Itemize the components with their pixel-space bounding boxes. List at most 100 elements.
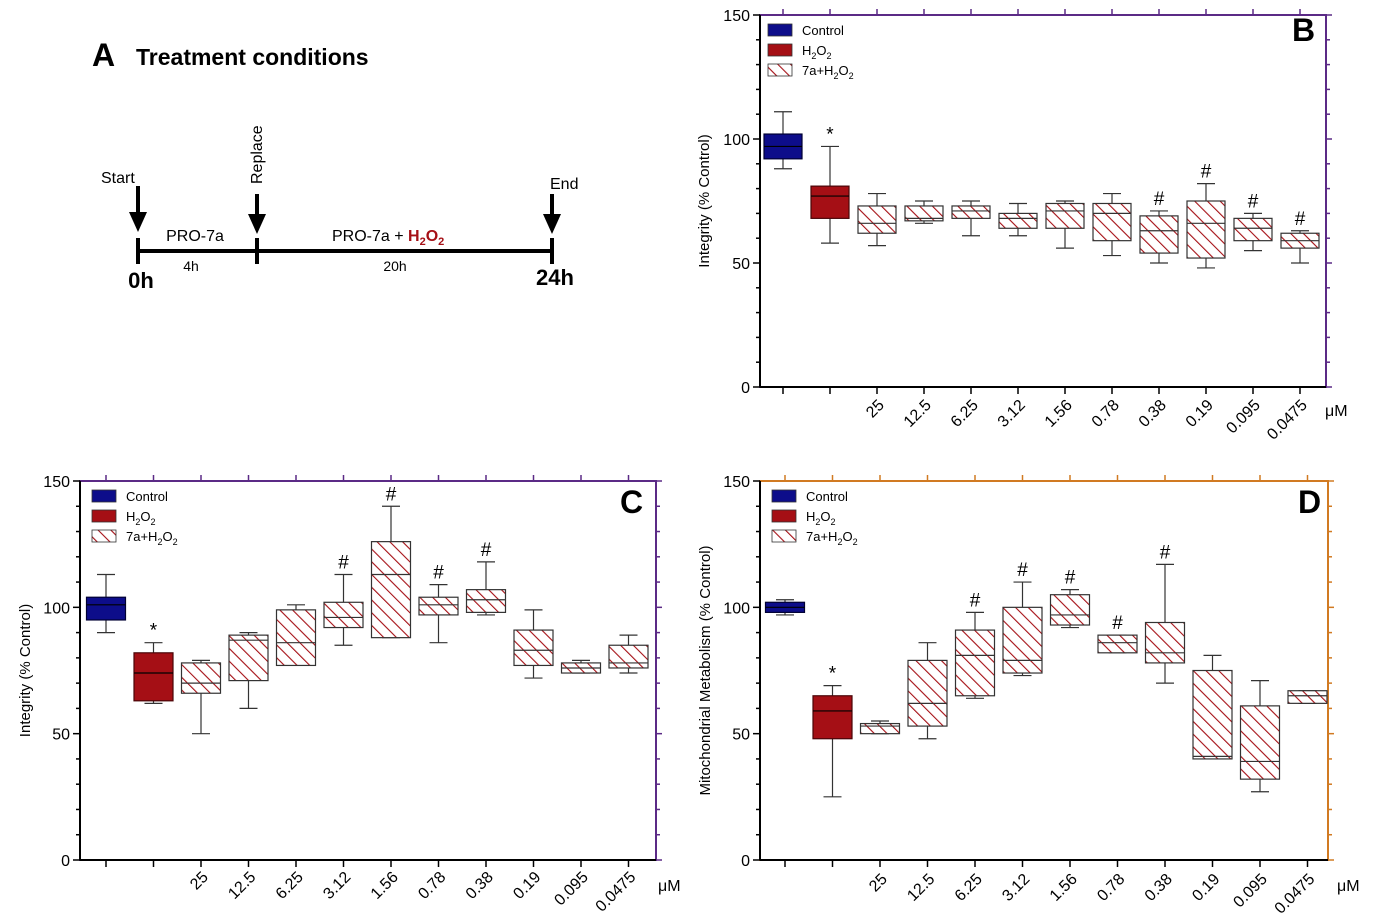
- legend-label: 7a+H2O2: [806, 529, 858, 547]
- x-tick-label: 1.56: [1047, 871, 1081, 905]
- significance-marker: *: [826, 124, 834, 145]
- box-body: [904, 205, 944, 222]
- box-3: 25: [180, 475, 222, 893]
- legend: Control H2O2 7a+H2O2: [91, 489, 178, 547]
- box-body: [133, 652, 174, 702]
- legend-swatch: [771, 529, 797, 543]
- x-unit-label: μM: [658, 878, 681, 895]
- legend-label: Control: [806, 489, 848, 504]
- legend-label: Control: [802, 23, 844, 38]
- x-unit-label: μM: [1325, 403, 1348, 420]
- y-tick-label: 50: [52, 727, 70, 744]
- chart-panel-b: 0 50 100 150 Integrity (% Control) B * 25 12.5 6.…: [696, 8, 1348, 443]
- x-tick-label: 3.12: [999, 871, 1033, 905]
- x-tick-label: 0.0475: [1264, 397, 1311, 444]
- x-unit-label: μM: [1337, 878, 1360, 895]
- box-body: [812, 695, 853, 740]
- box-body: [513, 629, 554, 667]
- legend-swatch: [767, 43, 793, 57]
- x-tick-label: 0.095: [551, 869, 591, 909]
- box-body: [1287, 690, 1328, 704]
- y-tick-label: 0: [741, 380, 750, 397]
- legend-label: 7a+H2O2: [126, 529, 178, 547]
- legend-swatch: [771, 509, 797, 523]
- box-body: [857, 205, 897, 234]
- legend-label: H2O2: [802, 43, 832, 61]
- box-body: [954, 629, 996, 697]
- box-body: [1002, 606, 1043, 674]
- x-tick-label: 25: [863, 397, 888, 422]
- legend-label: H2O2: [806, 509, 836, 527]
- y-tick-label: 150: [723, 474, 750, 491]
- legend-entry: H2O2: [767, 43, 832, 61]
- y-tick-label: 100: [723, 132, 750, 149]
- panel-letter: C: [620, 484, 643, 520]
- replace-label: Replace: [249, 125, 266, 184]
- legend-swatch: [767, 63, 793, 77]
- box-1: [85, 475, 127, 867]
- box-8: #0.78: [1094, 475, 1138, 905]
- significance-marker: #: [386, 484, 397, 505]
- legend-label: H2O2: [126, 509, 156, 527]
- legend-swatch: [767, 23, 793, 37]
- legend-swatch: [91, 489, 117, 503]
- x-tick-label: 0.38: [1136, 397, 1170, 431]
- box-10: #0.19: [1183, 9, 1226, 431]
- segment2-label: PRO-7a + H2O2: [332, 228, 444, 248]
- y-tick-label: 0: [741, 853, 750, 870]
- box-body: [323, 601, 364, 629]
- box-5: 6.25: [948, 9, 991, 431]
- segment1-duration: 4h: [183, 258, 199, 274]
- legend: Control H2O2 7a+H2O2: [771, 489, 858, 547]
- box-body: [951, 205, 991, 219]
- x-tick-label: 0.095: [1223, 397, 1263, 437]
- box-body: [810, 185, 850, 219]
- box-body: [1092, 202, 1132, 242]
- box-4: 12.5: [904, 475, 948, 905]
- legend: Control H2O2 7a+H2O2: [767, 23, 854, 81]
- x-tick-label: 0.19: [510, 869, 544, 903]
- y-tick-label: 150: [723, 8, 750, 25]
- box-body: [907, 659, 948, 727]
- x-tick-label: 0.38: [463, 869, 497, 903]
- x-tick-label: 6.25: [948, 397, 982, 431]
- significance-marker: *: [829, 664, 837, 685]
- significance-marker: #: [1160, 542, 1171, 563]
- y-axis-label: Integrity (% Control): [696, 134, 713, 267]
- significance-marker: #: [433, 563, 444, 584]
- box-body: [859, 722, 901, 735]
- legend-swatch: [91, 529, 117, 543]
- box-10: 0.19: [1189, 475, 1233, 905]
- box-10: 0.19: [510, 475, 554, 903]
- box-4: 12.5: [901, 9, 944, 431]
- box-body: [1144, 621, 1186, 664]
- x-tick-label: 3.12: [995, 397, 1029, 431]
- legend-swatch: [771, 489, 797, 503]
- x-tick-label: 25: [866, 871, 891, 896]
- box-11: #0.095: [1223, 9, 1273, 437]
- box-body: [1186, 200, 1226, 259]
- x-tick-label: 12.5: [225, 869, 259, 903]
- box-9: #0.38: [1142, 475, 1186, 905]
- x-tick-label: 0.095: [1230, 871, 1270, 911]
- x-tick-label: 0.0475: [593, 869, 640, 916]
- treatment-timeline: A Treatment conditions Start Replace End…: [92, 37, 578, 293]
- x-tick-label: 0.19: [1183, 397, 1217, 431]
- box-4: 12.5: [225, 475, 269, 903]
- box-3: 25: [859, 475, 901, 896]
- significance-marker: #: [338, 552, 349, 573]
- box-1: [764, 475, 806, 867]
- box-12: 0.0475: [593, 475, 649, 916]
- legend-swatch: [91, 509, 117, 523]
- box-body: [418, 596, 459, 616]
- box-body: [1045, 202, 1085, 229]
- box-8: #0.78: [415, 475, 459, 903]
- panel-letter-a: A: [92, 37, 115, 73]
- box-body: [465, 589, 507, 613]
- box-5: 6.25: [273, 475, 317, 903]
- x-tick-label: 0.19: [1189, 871, 1223, 905]
- legend-entry: H2O2: [91, 509, 156, 527]
- x-tick-label: 0.78: [415, 869, 449, 903]
- box-11: 0.095: [551, 475, 602, 909]
